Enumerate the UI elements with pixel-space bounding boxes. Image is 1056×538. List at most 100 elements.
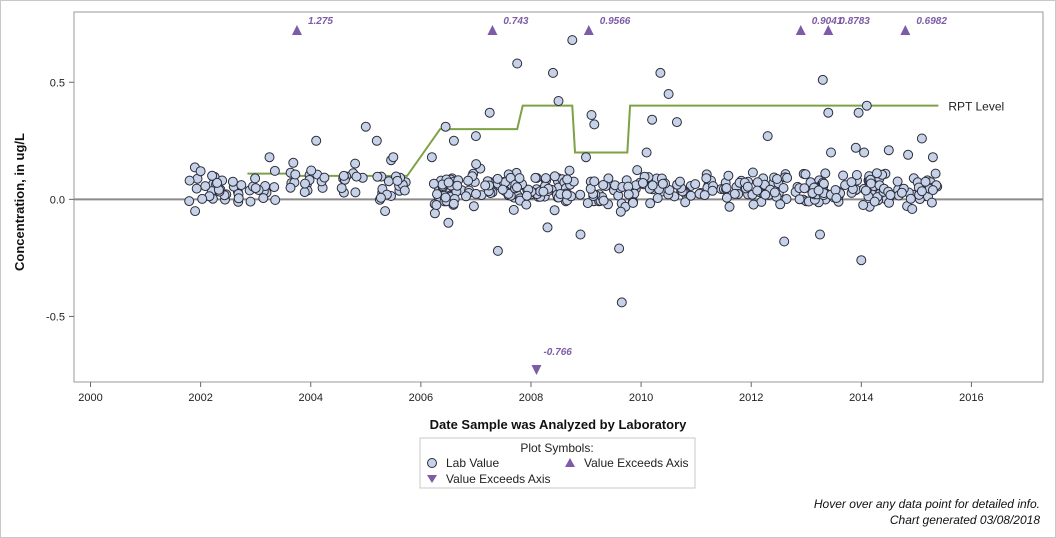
lab-value-point[interactable] (233, 193, 244, 204)
lab-value-point[interactable] (542, 222, 553, 233)
lab-value-point[interactable] (614, 243, 625, 254)
lab-value-point[interactable] (916, 186, 927, 197)
lab-value-point[interactable] (883, 145, 894, 156)
lab-value-point[interactable] (926, 197, 937, 208)
lab-value-point[interactable] (471, 159, 482, 170)
lab-value-point[interactable] (270, 195, 281, 205)
lab-value-point[interactable] (350, 158, 361, 169)
lab-value-point[interactable] (838, 170, 849, 181)
exceeds-axis-down-marker[interactable] (531, 365, 542, 375)
lab-value-point[interactable] (701, 173, 712, 184)
lab-value-point[interactable] (846, 177, 857, 188)
lab-value-point[interactable] (775, 199, 786, 210)
lab-value-point[interactable] (512, 58, 523, 69)
lab-value-point[interactable] (549, 171, 560, 182)
lab-value-point[interactable] (589, 176, 600, 187)
lab-value-point[interactable] (707, 185, 718, 196)
lab-value-point[interactable] (388, 152, 399, 163)
lab-value-point[interactable] (927, 185, 938, 196)
lab-value-point[interactable] (826, 147, 836, 158)
lab-value-point[interactable] (680, 197, 691, 208)
lab-value-point[interactable] (598, 195, 609, 206)
lab-value-point[interactable] (564, 165, 575, 176)
lab-value-point[interactable] (581, 152, 591, 163)
lab-value-point[interactable] (851, 170, 862, 180)
lab-value-point[interactable] (853, 107, 864, 118)
lab-value-point[interactable] (794, 194, 805, 205)
lab-value-point[interactable] (468, 201, 479, 212)
lab-value-point[interactable] (288, 157, 299, 168)
lab-value-point[interactable] (561, 189, 572, 200)
lab-value-point[interactable] (623, 189, 634, 200)
lab-value-series[interactable] (184, 35, 943, 308)
lab-value-point[interactable] (647, 114, 658, 125)
lab-value-point[interactable] (562, 174, 573, 185)
lab-value-point[interactable] (817, 74, 828, 85)
lab-value-point[interactable] (927, 152, 938, 163)
lab-value-point[interactable] (858, 200, 869, 210)
lab-value-point[interactable] (392, 175, 403, 186)
exceeds-axis-up-marker[interactable] (795, 25, 806, 35)
lab-value-point[interactable] (663, 89, 674, 99)
lab-value-point[interactable] (448, 135, 459, 146)
lab-value-point[interactable] (443, 177, 454, 188)
lab-value-point[interactable] (589, 119, 600, 130)
lab-value-point[interactable] (724, 201, 735, 212)
lab-value-point[interactable] (582, 198, 593, 209)
lab-value-point[interactable] (452, 180, 463, 191)
lab-value-point[interactable] (548, 67, 558, 78)
lab-value-point[interactable] (655, 67, 666, 78)
lab-value-point[interactable] (699, 190, 710, 201)
lab-value-point[interactable] (470, 131, 481, 142)
lab-value-point[interactable] (637, 178, 648, 188)
lab-value-point[interactable] (752, 185, 763, 196)
lab-value-point[interactable] (375, 192, 386, 203)
lab-value-point[interactable] (190, 206, 201, 217)
lab-value-point[interactable] (903, 149, 914, 160)
lab-value-point[interactable] (823, 107, 834, 118)
lab-value-point[interactable] (236, 180, 247, 191)
lab-value-point[interactable] (885, 190, 896, 200)
lab-value-point[interactable] (463, 175, 474, 186)
lab-value-point[interactable] (428, 178, 439, 189)
lab-value-point[interactable] (800, 169, 811, 180)
lab-value-point[interactable] (742, 181, 753, 192)
lab-value-point[interactable] (815, 229, 825, 240)
exceeds-axis-up-marker[interactable] (487, 25, 498, 35)
lab-value-point[interactable] (285, 182, 296, 193)
lab-value-point[interactable] (799, 183, 810, 194)
lab-value-point[interactable] (685, 190, 696, 201)
lab-value-point[interactable] (258, 193, 269, 204)
lab-value-point[interactable] (772, 174, 782, 184)
lab-value-point[interactable] (492, 173, 503, 184)
lab-value-point[interactable] (184, 175, 195, 186)
lab-value-point[interactable] (752, 177, 763, 188)
lab-value-point[interactable] (859, 147, 870, 158)
lab-value-point[interactable] (641, 147, 652, 158)
lab-value-point[interactable] (721, 192, 732, 203)
lab-value-point[interactable] (521, 190, 532, 201)
lab-value-point[interactable] (492, 245, 503, 256)
lab-value-point[interactable] (869, 196, 880, 207)
lab-value-point[interactable] (598, 180, 609, 190)
lab-value-point[interactable] (781, 194, 792, 204)
lab-value-point[interactable] (645, 198, 656, 209)
lab-value-point[interactable] (319, 172, 330, 183)
lab-value-point[interactable] (779, 236, 790, 247)
lab-value-point[interactable] (729, 188, 740, 199)
lab-value-point[interactable] (290, 169, 301, 180)
lab-value-point[interactable] (311, 135, 322, 146)
lab-value-point[interactable] (538, 186, 549, 197)
lab-value-point[interactable] (336, 183, 347, 194)
lab-value-point[interactable] (760, 189, 771, 200)
lab-value-point[interactable] (480, 180, 491, 191)
lab-value-point[interactable] (530, 172, 541, 183)
exceeds-axis-up-marker[interactable] (900, 25, 911, 35)
lab-value-point[interactable] (512, 182, 522, 193)
lab-value-point[interactable] (351, 171, 362, 182)
lab-value-point[interactable] (860, 185, 871, 196)
lab-value-point[interactable] (372, 171, 383, 182)
lab-value-point[interactable] (184, 196, 195, 207)
lab-value-point[interactable] (782, 172, 793, 183)
